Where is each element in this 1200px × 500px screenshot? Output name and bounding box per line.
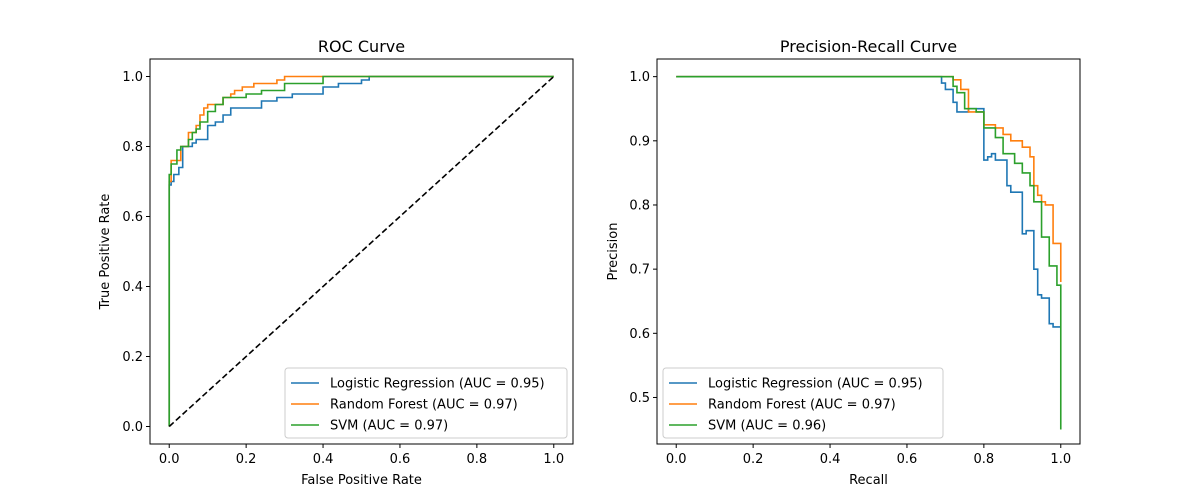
x-tick-label: 0.8 [467, 452, 488, 467]
y-tick-label: 1.0 [629, 70, 650, 85]
y-tick-label: 0.8 [122, 140, 143, 155]
x-tick-label: 0.4 [313, 452, 334, 467]
y-tick-label: 0.6 [629, 327, 650, 342]
chart-title: Precision-Recall Curve [780, 37, 957, 56]
series-line-1 [676, 75, 1062, 282]
y-tick-label: 0.9 [629, 134, 650, 149]
x-tick-label: 1.0 [543, 452, 564, 467]
series-line-0 [168, 75, 554, 427]
y-axis-label: Precision [606, 222, 621, 280]
x-axis-label: False Positive Rate [301, 473, 422, 488]
x-tick-label: 0.4 [820, 452, 841, 467]
roc-chart: 0.0 0.2 0.4 0.6 0.8 1.0 0.0 0.2 0.4 0.6 0.8 1.0 ROC … [98, 37, 574, 488]
axes-frame [656, 58, 1081, 445]
precision-recall-chart: 0.0 0.2 0.4 0.6 0.8 1.0 0.5 0.6 0.7 0.8 0.9 1.0 Prec… [606, 37, 1081, 488]
x-tick-label: 0.8 [974, 452, 995, 467]
legend-entry-label: SVM (AUC = 0.96) [708, 419, 826, 434]
y-tick-label: 0.6 [122, 210, 143, 225]
axes-frame [149, 58, 574, 445]
legend-box [662, 367, 944, 439]
legend-entry-label: Logistic Regression (AUC = 0.95) [708, 377, 923, 392]
chance-diagonal-line [168, 75, 555, 428]
series-line-2 [676, 75, 1062, 430]
y-axis-label: True Positive Rate [98, 194, 113, 311]
series-line-2 [168, 75, 554, 427]
x-tick-label: 0.0 [159, 452, 180, 467]
legend-entry-label: SVM (AUC = 0.97) [330, 419, 448, 434]
legend-entry-label: Random Forest (AUC = 0.97) [708, 398, 896, 413]
y-tick-label: 0.8 [629, 198, 650, 213]
legend-entry-label: Logistic Regression (AUC = 0.95) [330, 377, 545, 392]
x-tick-label: 0.0 [666, 452, 687, 467]
x-tick-label: 0.6 [390, 452, 411, 467]
x-tick-label: 0.6 [897, 452, 918, 467]
x-tick-label: 0.2 [236, 452, 257, 467]
legend: Logistic Regression (AUC = 0.95) Random F… [662, 367, 944, 439]
y-tick-label: 0.0 [122, 420, 143, 435]
legend-box [284, 367, 568, 439]
y-tick-label: 0.2 [122, 350, 143, 365]
y-tick-label: 0.4 [122, 280, 143, 295]
legend: Logistic Regression (AUC = 0.95) Random F… [284, 367, 568, 439]
y-tick-label: 1.0 [122, 70, 143, 85]
x-tick-label: 1.0 [1050, 452, 1071, 467]
legend-entry-label: Random Forest (AUC = 0.97) [330, 398, 518, 413]
x-axis-label: Recall [849, 473, 888, 488]
series-line-0 [676, 75, 1061, 328]
x-tick-label: 0.2 [743, 452, 764, 467]
chart-title: ROC Curve [318, 37, 405, 56]
y-tick-label: 0.5 [629, 391, 650, 406]
y-tick-label: 0.7 [629, 263, 650, 278]
